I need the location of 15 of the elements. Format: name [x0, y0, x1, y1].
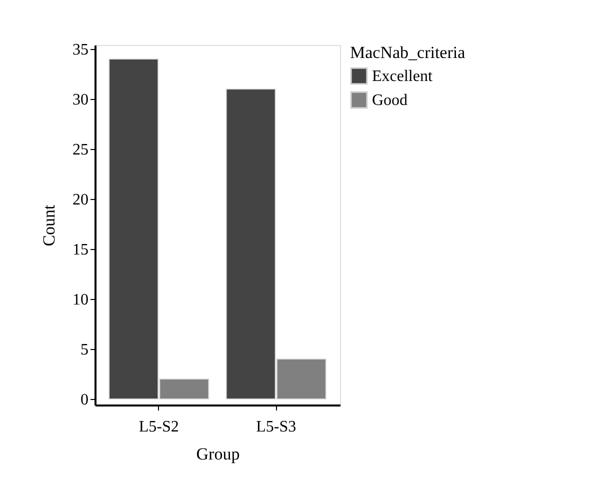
y-axis-title: Count — [40, 204, 58, 246]
y-tick-label: 35 — [72, 42, 88, 58]
x-tick-label: L5-S3 — [256, 418, 296, 436]
y-tick-label: 30 — [72, 92, 88, 108]
y-tick-label: 25 — [72, 142, 88, 158]
y-tick-label: 15 — [72, 242, 88, 258]
x-axis-title: Group — [196, 444, 240, 464]
y-tick-label: 0 — [80, 392, 88, 408]
legend-label: Good — [372, 92, 408, 109]
legend-title: MacNab_criteria — [350, 43, 466, 62]
y-tick-label: 10 — [72, 292, 88, 308]
y-tick-label: 20 — [72, 192, 88, 208]
x-tick-label: L5-S2 — [138, 418, 179, 436]
legend-label: Excellent — [372, 68, 433, 85]
y-tick-label: 5 — [80, 342, 88, 358]
